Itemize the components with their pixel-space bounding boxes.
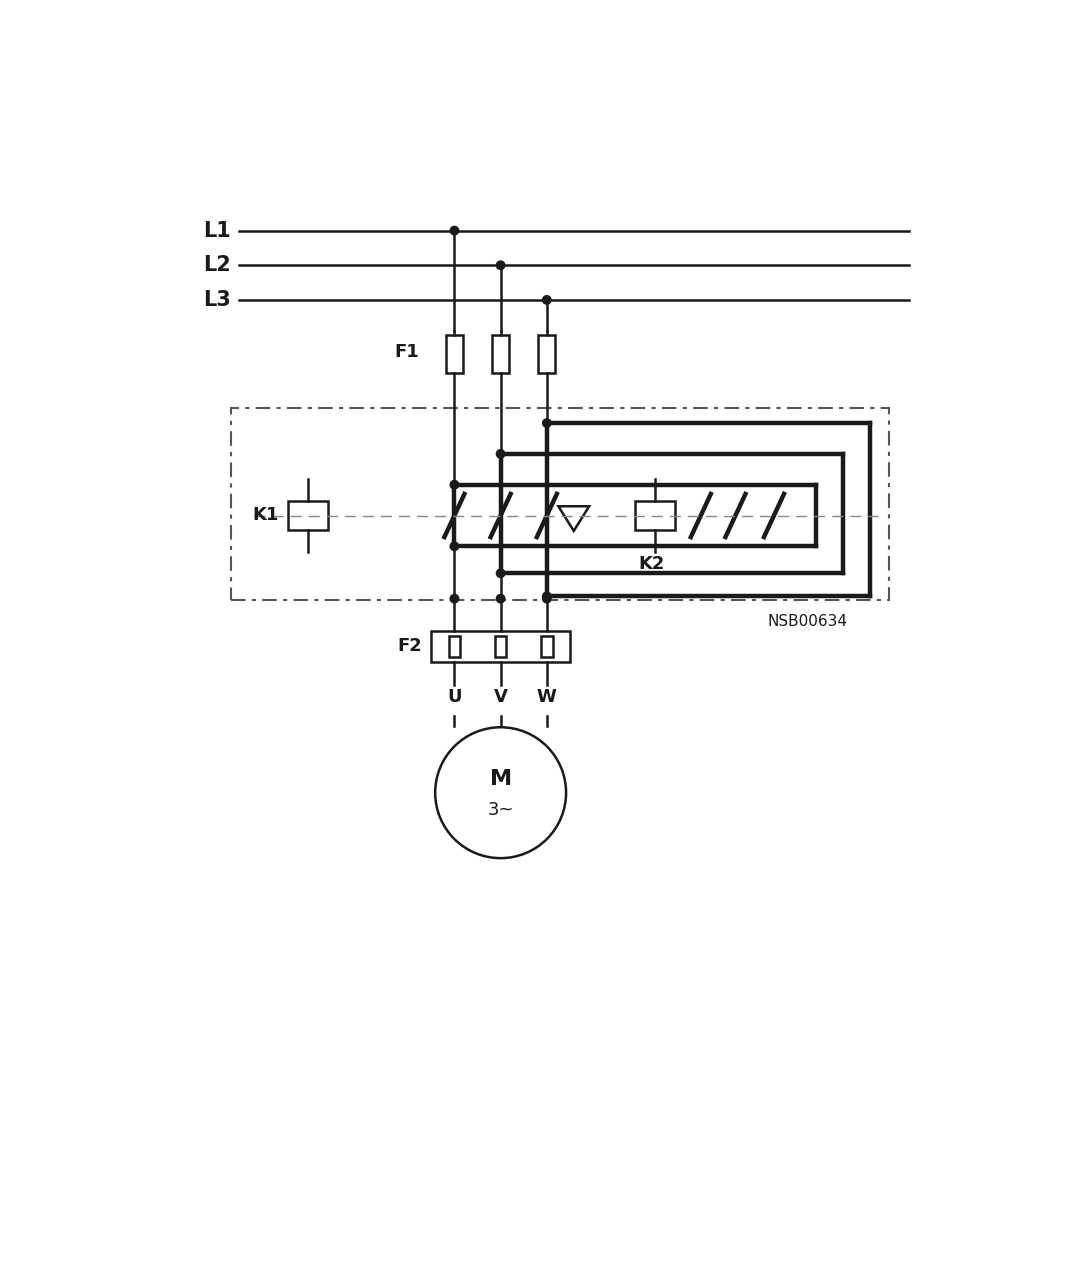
Circle shape xyxy=(496,570,505,577)
FancyBboxPatch shape xyxy=(492,334,509,372)
Text: L2: L2 xyxy=(203,255,231,275)
FancyBboxPatch shape xyxy=(539,334,555,372)
Text: F1: F1 xyxy=(394,343,419,361)
FancyBboxPatch shape xyxy=(448,636,460,657)
FancyBboxPatch shape xyxy=(634,500,675,530)
Text: NSB00634: NSB00634 xyxy=(767,614,848,628)
Circle shape xyxy=(450,480,459,489)
Text: L1: L1 xyxy=(203,220,231,241)
Circle shape xyxy=(543,593,551,600)
Circle shape xyxy=(450,541,459,550)
Text: F2: F2 xyxy=(397,637,422,655)
Text: L3: L3 xyxy=(203,289,231,310)
Text: V: V xyxy=(494,687,508,707)
FancyBboxPatch shape xyxy=(446,334,462,372)
Circle shape xyxy=(543,594,551,603)
Text: 3~: 3~ xyxy=(487,801,514,819)
FancyBboxPatch shape xyxy=(288,500,329,530)
Text: W: W xyxy=(536,687,557,707)
Text: K2: K2 xyxy=(639,554,665,572)
Circle shape xyxy=(543,419,551,428)
Text: M: M xyxy=(490,769,511,788)
Text: K1: K1 xyxy=(252,507,279,525)
Circle shape xyxy=(496,594,505,603)
Circle shape xyxy=(496,449,505,458)
Circle shape xyxy=(450,227,459,234)
FancyBboxPatch shape xyxy=(541,636,553,657)
FancyBboxPatch shape xyxy=(495,636,506,657)
Circle shape xyxy=(450,594,459,603)
Circle shape xyxy=(543,296,551,305)
Text: U: U xyxy=(447,687,461,707)
FancyBboxPatch shape xyxy=(431,631,570,662)
Circle shape xyxy=(496,261,505,270)
